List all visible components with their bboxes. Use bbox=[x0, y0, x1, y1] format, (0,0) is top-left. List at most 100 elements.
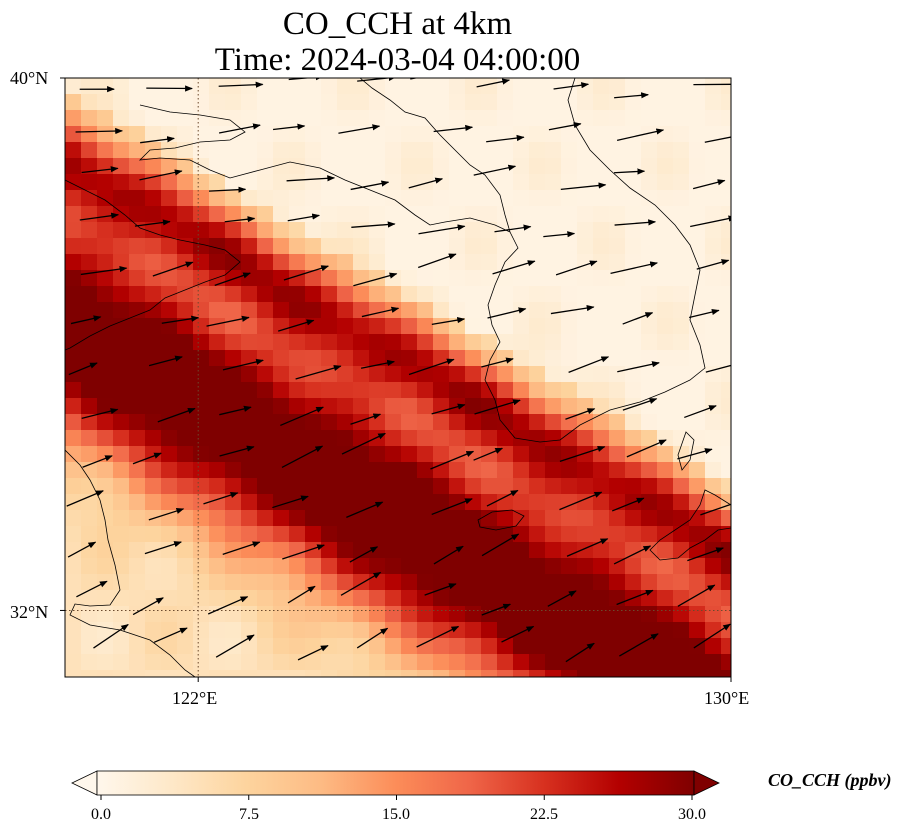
field-cell bbox=[305, 590, 322, 607]
wind-vector bbox=[560, 182, 607, 191]
wind-vector bbox=[696, 259, 730, 270]
field-cell bbox=[289, 78, 306, 95]
field-cell bbox=[513, 334, 530, 351]
field-cell bbox=[145, 190, 162, 207]
field-cell bbox=[97, 270, 114, 287]
wind-vector bbox=[487, 307, 527, 319]
field-cell bbox=[513, 654, 530, 671]
field-cell bbox=[593, 302, 610, 319]
field-cell bbox=[481, 382, 498, 399]
field-cell bbox=[545, 462, 562, 479]
field-cell bbox=[593, 430, 610, 447]
field-cell bbox=[369, 318, 386, 335]
field-cell bbox=[193, 478, 210, 495]
field-cell bbox=[129, 446, 146, 463]
field-cell bbox=[417, 238, 434, 255]
field-cell bbox=[369, 254, 386, 271]
field-cell bbox=[209, 462, 226, 479]
field-cell bbox=[545, 590, 562, 607]
field-cell bbox=[625, 206, 642, 223]
field-cell bbox=[321, 494, 338, 511]
wind-vector bbox=[614, 219, 657, 226]
field-cell bbox=[81, 622, 98, 639]
wind-vector bbox=[416, 625, 460, 648]
field-cell bbox=[545, 238, 562, 255]
field-cell bbox=[241, 318, 258, 335]
field-cell bbox=[273, 366, 290, 383]
field-cell bbox=[449, 510, 466, 527]
wind-vector bbox=[356, 627, 389, 649]
field-cell bbox=[225, 158, 242, 175]
field-cell bbox=[705, 318, 722, 335]
field-cell bbox=[177, 174, 194, 191]
field-cell bbox=[401, 670, 418, 677]
field-cell bbox=[433, 366, 450, 383]
field-cell bbox=[673, 78, 690, 95]
field-cell bbox=[609, 254, 626, 271]
field-cell bbox=[465, 558, 482, 575]
field-cell bbox=[609, 142, 626, 159]
field-cell bbox=[97, 654, 114, 671]
field-cell bbox=[97, 398, 114, 415]
field-cell bbox=[81, 446, 98, 463]
field-cell bbox=[81, 398, 98, 415]
field-cell bbox=[113, 670, 130, 677]
field-cell bbox=[625, 478, 642, 495]
field-cell bbox=[513, 542, 530, 559]
field-cell bbox=[513, 382, 530, 399]
field-cell bbox=[689, 318, 706, 335]
field-cell bbox=[241, 558, 258, 575]
field-cell bbox=[497, 526, 514, 543]
field-cell bbox=[481, 654, 498, 671]
field-cell bbox=[449, 78, 466, 95]
field-cell bbox=[689, 414, 706, 431]
field-cell bbox=[289, 334, 306, 351]
field-cell bbox=[529, 318, 546, 335]
field-cell bbox=[289, 478, 306, 495]
field-cell bbox=[225, 446, 242, 463]
wind-vector bbox=[75, 127, 123, 135]
field-cell bbox=[433, 542, 450, 559]
field-cell bbox=[65, 478, 82, 495]
field-cell bbox=[113, 510, 130, 527]
field-cell bbox=[193, 206, 210, 223]
field-cell bbox=[433, 270, 450, 287]
field-cell bbox=[81, 78, 98, 95]
wind-vector bbox=[486, 489, 519, 507]
field-cell bbox=[65, 142, 82, 159]
field-cell bbox=[641, 462, 658, 479]
field-cell bbox=[81, 574, 98, 591]
field-cell bbox=[241, 510, 258, 527]
field-cell bbox=[609, 638, 626, 655]
field-cell bbox=[657, 78, 674, 95]
field-cell bbox=[577, 478, 594, 495]
field-cell bbox=[337, 318, 354, 335]
field-cell bbox=[129, 558, 146, 575]
field-cell bbox=[353, 94, 370, 111]
field-cell bbox=[385, 318, 402, 335]
field-cell bbox=[257, 622, 274, 639]
field-cell bbox=[705, 654, 722, 671]
field-cell bbox=[257, 318, 274, 335]
field-cell bbox=[497, 334, 514, 351]
field-cell bbox=[529, 238, 546, 255]
field-cell bbox=[577, 526, 594, 543]
field-cell bbox=[241, 414, 258, 431]
field-cell bbox=[385, 430, 402, 447]
field-cell bbox=[273, 430, 290, 447]
field-cell bbox=[561, 142, 578, 159]
field-cell bbox=[721, 126, 731, 143]
field-cell bbox=[385, 462, 402, 479]
field-cell bbox=[225, 206, 242, 223]
field-cell bbox=[273, 558, 290, 575]
coastline-japan bbox=[649, 489, 731, 561]
field-cell bbox=[657, 510, 674, 527]
field-cell bbox=[705, 414, 722, 431]
field-cell bbox=[577, 574, 594, 591]
field-cell bbox=[609, 286, 626, 303]
field-cell bbox=[433, 574, 450, 591]
field-cell bbox=[385, 398, 402, 415]
field-cell bbox=[321, 302, 338, 319]
field-cell bbox=[161, 302, 178, 319]
field-cell bbox=[705, 78, 722, 95]
